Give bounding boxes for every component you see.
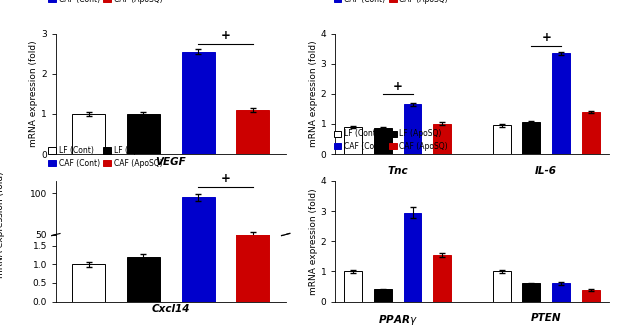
Bar bbox=[72, 264, 105, 302]
Bar bbox=[237, 234, 270, 276]
Text: IL-6: IL-6 bbox=[535, 165, 557, 176]
Y-axis label: mRNA expression (fold): mRNA expression (fold) bbox=[309, 188, 318, 294]
Bar bbox=[492, 125, 510, 154]
Legend: LF (Cont), CAF (Cont), LF (ApoSQ), CAF (ApoSQ): LF (Cont), CAF (Cont), LF (ApoSQ), CAF (… bbox=[48, 0, 163, 4]
Bar bbox=[433, 124, 451, 154]
Bar bbox=[72, 275, 105, 276]
Text: +: + bbox=[542, 31, 551, 44]
Text: +: + bbox=[392, 80, 402, 92]
Text: Tnc: Tnc bbox=[388, 165, 408, 176]
Text: +: + bbox=[220, 172, 230, 185]
Legend: LF (Cont), CAF (Cont), LF (ApoSQ), CAF (ApoSQ): LF (Cont), CAF (Cont), LF (ApoSQ), CAF (… bbox=[333, 0, 448, 4]
Text: PPAR$\gamma$: PPAR$\gamma$ bbox=[378, 313, 417, 327]
Bar bbox=[582, 112, 600, 154]
Bar bbox=[404, 105, 422, 154]
Bar bbox=[492, 271, 510, 302]
Y-axis label: mRNA expression (fold): mRNA expression (fold) bbox=[0, 171, 6, 278]
X-axis label: Cxcl14: Cxcl14 bbox=[152, 304, 190, 314]
Bar bbox=[552, 53, 570, 154]
Bar bbox=[182, 0, 214, 302]
Bar bbox=[522, 122, 540, 154]
Bar bbox=[72, 114, 105, 154]
Bar bbox=[433, 255, 451, 302]
Bar bbox=[344, 127, 362, 154]
Bar bbox=[374, 128, 392, 154]
Y-axis label: mRNA expression (fold): mRNA expression (fold) bbox=[29, 41, 39, 147]
Bar bbox=[374, 289, 392, 302]
Bar bbox=[127, 275, 160, 276]
Legend: LF (Cont), CAF (Cont), LF (ApoSQ), CAF (ApoSQ): LF (Cont), CAF (Cont), LF (ApoSQ), CAF (… bbox=[48, 146, 163, 168]
Bar bbox=[404, 213, 422, 302]
Bar bbox=[344, 271, 362, 302]
Legend: LF (Cont), CAF (Cont), LF (ApoSQ), CAF (ApoSQ): LF (Cont), CAF (Cont), LF (ApoSQ), CAF (… bbox=[333, 129, 448, 151]
Bar bbox=[127, 114, 160, 154]
Bar bbox=[522, 283, 540, 302]
Y-axis label: mRNA expression (fold): mRNA expression (fold) bbox=[309, 41, 318, 147]
X-axis label: VEGF: VEGF bbox=[155, 157, 186, 167]
Bar bbox=[552, 283, 570, 302]
Bar bbox=[182, 52, 214, 154]
Bar bbox=[237, 0, 270, 302]
Text: +: + bbox=[220, 29, 230, 42]
Text: PTEN: PTEN bbox=[531, 313, 561, 323]
Bar bbox=[582, 290, 600, 302]
Bar bbox=[237, 110, 270, 154]
Bar bbox=[182, 197, 214, 276]
Bar bbox=[127, 257, 160, 302]
